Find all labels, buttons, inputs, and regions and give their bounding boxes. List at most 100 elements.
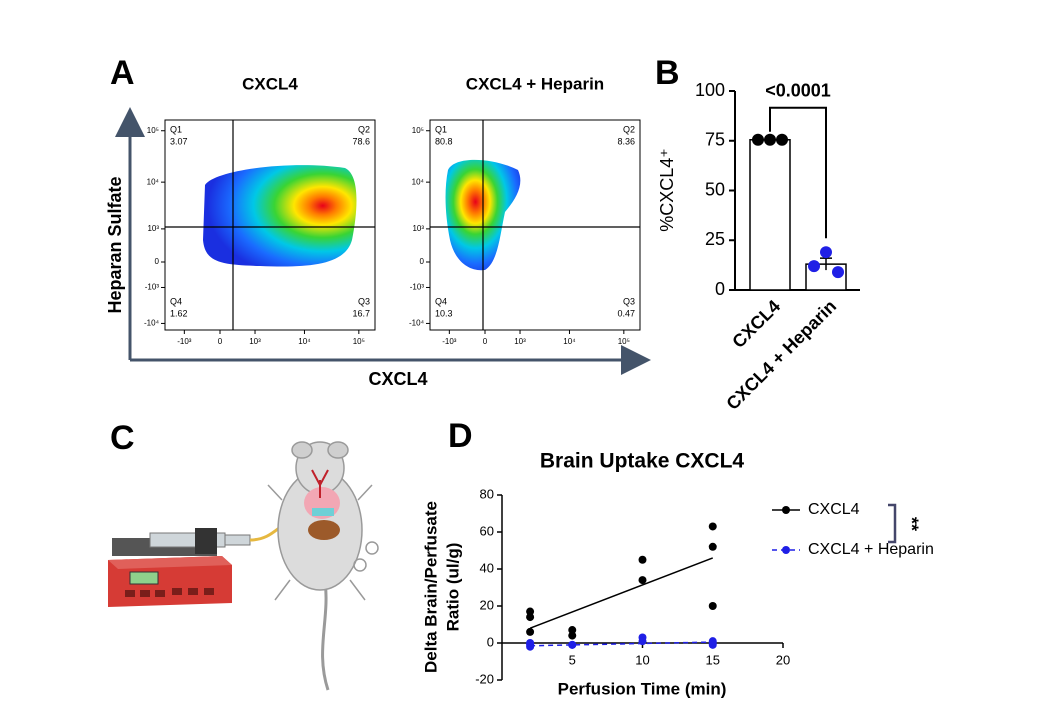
axis-label: %CXCL4⁺ bbox=[657, 148, 677, 232]
axis-label: Perfusion Time (min) bbox=[558, 679, 727, 698]
panel-label: A bbox=[110, 54, 135, 92]
legend-marker bbox=[782, 506, 790, 514]
y-tick-label: 50 bbox=[705, 179, 725, 199]
quadrant-value: 8.36 bbox=[617, 136, 635, 146]
axis-label: Ratio (ul/g) bbox=[443, 543, 462, 632]
y-tick-label: -10³ bbox=[410, 283, 425, 292]
data-point bbox=[820, 246, 832, 259]
axis-label: Heparan Sulfate bbox=[105, 176, 125, 313]
data-point bbox=[708, 640, 717, 649]
quadrant-name: Q2 bbox=[623, 124, 635, 134]
significance-bracket bbox=[888, 503, 897, 544]
annotation: ** bbox=[901, 517, 921, 531]
y-tick-label: 75 bbox=[705, 130, 725, 150]
significance-bracket bbox=[769, 106, 827, 239]
x-tick-label: 10⁵ bbox=[353, 337, 365, 346]
x-tick-label: 10 bbox=[635, 652, 649, 667]
legend-label: CXCL4 + Heparin bbox=[808, 541, 934, 558]
fit-line bbox=[529, 557, 714, 629]
x-tick-label: -10³ bbox=[442, 337, 457, 346]
quadrant-value: 16.7 bbox=[352, 308, 370, 318]
x-tick-label: 0 bbox=[483, 337, 488, 346]
x-tick-label: 10⁴ bbox=[563, 337, 576, 346]
data-point bbox=[764, 133, 776, 146]
data-point bbox=[526, 639, 535, 647]
y-tick-label: 10⁴ bbox=[147, 177, 160, 186]
y-tick-label: 10³ bbox=[412, 224, 424, 233]
legend-marker bbox=[782, 546, 790, 554]
x-tick-label: 10⁴ bbox=[298, 337, 311, 346]
data-point bbox=[832, 266, 844, 279]
y-tick-label: 60 bbox=[480, 523, 494, 538]
bar bbox=[749, 139, 791, 291]
y-tick-label: 100 bbox=[695, 80, 725, 100]
data-point bbox=[526, 613, 535, 622]
data-point bbox=[708, 542, 717, 551]
quadrant-value: 0.47 bbox=[617, 308, 635, 318]
x-tick-label: 0 bbox=[218, 337, 223, 346]
plot-frame bbox=[164, 119, 376, 331]
quadrant-value: 3.07 bbox=[170, 136, 188, 146]
y-tick-label: 10⁵ bbox=[147, 126, 159, 135]
data-point bbox=[752, 133, 764, 146]
data-point bbox=[638, 555, 647, 564]
data-point bbox=[568, 626, 577, 635]
data-point bbox=[568, 640, 577, 649]
data-point bbox=[776, 133, 788, 146]
chart-title: Brain Uptake CXCL4 bbox=[540, 450, 745, 473]
quadrant-value: 78.6 bbox=[352, 136, 370, 146]
x-tick-label: 15 bbox=[706, 652, 720, 667]
x-tick-label: 10⁵ bbox=[618, 337, 630, 346]
y-tick-label: 25 bbox=[705, 229, 725, 249]
quadrant-name: Q3 bbox=[358, 296, 370, 306]
panel-label: D bbox=[448, 417, 473, 455]
x-tick-label: CXCL4 bbox=[728, 296, 784, 352]
quadrant-name: Q3 bbox=[623, 296, 635, 306]
legend-label: CXCL4 bbox=[808, 501, 860, 518]
data-point bbox=[708, 522, 717, 531]
x-tick-label: 10³ bbox=[514, 337, 526, 346]
axis-label: CXCL4 bbox=[368, 369, 427, 389]
data-point bbox=[708, 602, 717, 610]
quadrant-name: Q1 bbox=[170, 124, 182, 134]
y-tick-label: 10⁵ bbox=[412, 126, 424, 135]
y-tick-label: 10³ bbox=[147, 224, 159, 233]
quadrant-name: Q1 bbox=[435, 124, 447, 134]
x-tick-label: 10³ bbox=[249, 337, 261, 346]
data-point bbox=[526, 627, 535, 636]
quadrant-name: Q4 bbox=[170, 296, 182, 306]
y-tick-label: 0 bbox=[487, 634, 494, 649]
quadrant-value: 1.62 bbox=[170, 308, 188, 318]
x-tick-label: 20 bbox=[776, 652, 790, 667]
x-tick-label: -10³ bbox=[177, 337, 192, 346]
panel-label: B bbox=[655, 54, 680, 92]
pump-illustration bbox=[108, 516, 301, 607]
y-tick-label: 0 bbox=[420, 257, 425, 266]
y-tick-label: -20 bbox=[475, 671, 494, 686]
density-blob bbox=[203, 165, 357, 267]
panel-label: C bbox=[110, 419, 135, 457]
y-tick-label: -10³ bbox=[145, 283, 160, 292]
y-tick-label: -10⁴ bbox=[144, 319, 160, 328]
data-point bbox=[568, 631, 577, 640]
y-tick-label: 10⁴ bbox=[412, 177, 425, 186]
plot-title: CXCL4 + Heparin bbox=[466, 74, 604, 93]
data-point bbox=[808, 260, 820, 273]
plot-frame bbox=[429, 119, 641, 331]
y-tick-label: 40 bbox=[480, 560, 494, 575]
y-tick-label: 0 bbox=[155, 257, 160, 266]
x-tick-label: CXCL4 + Heparin bbox=[722, 296, 840, 414]
y-tick-label: 0 bbox=[715, 279, 725, 299]
y-tick-label: -10⁴ bbox=[409, 319, 425, 328]
quadrant-value: 80.8 bbox=[435, 136, 453, 146]
mouse-illustration bbox=[267, 441, 379, 691]
y-tick-label: 20 bbox=[480, 597, 494, 612]
axis-label: Delta Brain/Perfusate bbox=[421, 501, 440, 673]
annotation: <0.0001 bbox=[765, 81, 831, 101]
y-tick-label: 80 bbox=[480, 486, 494, 501]
x-tick-label: 5 bbox=[569, 652, 576, 667]
data-point bbox=[526, 607, 535, 616]
plot-title: CXCL4 bbox=[242, 74, 298, 93]
data-point bbox=[638, 576, 647, 585]
